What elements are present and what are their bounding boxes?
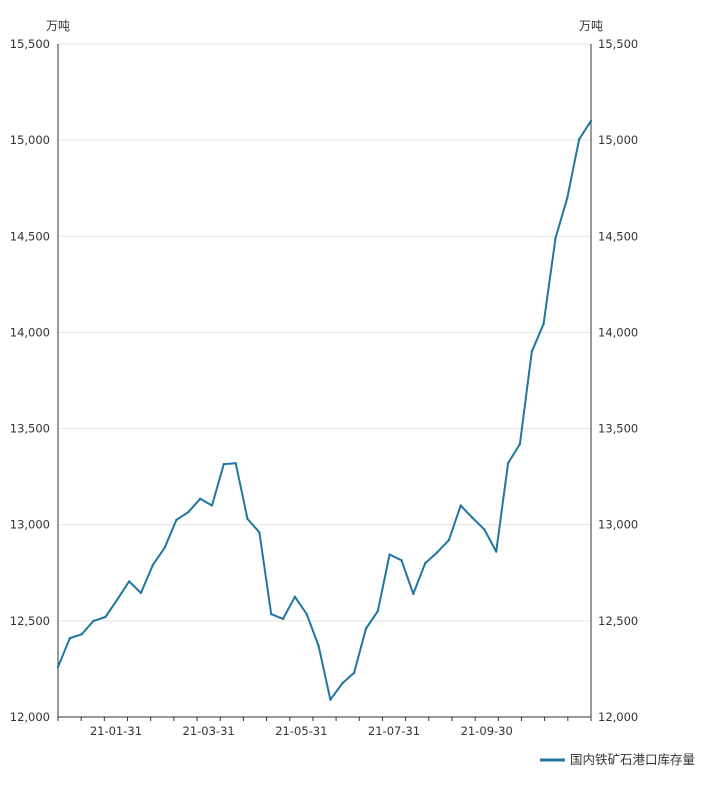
x-tick-label: 21-05-31 (275, 724, 327, 738)
y-tick-label-left: 14,000 (10, 325, 50, 339)
x-tick-label: 21-07-31 (368, 724, 420, 738)
data-point (293, 595, 297, 599)
data-point (151, 563, 154, 567)
data-point (329, 698, 332, 701)
data-point (68, 636, 72, 640)
data-point (210, 504, 214, 507)
y-tick-label-left: 13,500 (10, 422, 50, 436)
data-point (139, 591, 143, 595)
data-point (198, 497, 202, 500)
x-tick-label: 21-03-31 (183, 724, 235, 738)
data-point (116, 598, 119, 601)
y-axis-left-ticks: 12,000 12,500 13,000 13,500 14,000 14,500 15,0… (10, 37, 50, 724)
y-tick-label-right: 12,500 (598, 614, 638, 628)
data-point (364, 627, 368, 630)
data-point (459, 504, 462, 507)
data-point (175, 518, 178, 522)
y-tick-label-right: 13,500 (598, 422, 638, 436)
y-tick-label-left: 12,000 (10, 710, 50, 724)
y-tick-label-right: 14,000 (598, 325, 638, 339)
data-point (352, 671, 356, 674)
data-point (222, 462, 226, 466)
data-point (246, 517, 249, 521)
y-axis-right-unit: 万吨 (579, 19, 603, 33)
x-axis-ticks: 21-01-31 21-03-31 21-05-31 21-07-31 21-09-30 (57, 717, 592, 738)
y-tick-label-right: 14,500 (598, 229, 638, 243)
data-point (566, 196, 569, 200)
data-point (127, 580, 131, 583)
y-tick-label-left: 15,500 (10, 37, 50, 51)
y-tick-label-right: 12,000 (598, 710, 638, 724)
data-point (423, 561, 427, 565)
legend-label: 国内铁矿石港口库存量 (570, 752, 695, 767)
data-point (187, 511, 190, 514)
data-point (400, 559, 403, 562)
data-point (483, 528, 486, 531)
data-point (376, 610, 379, 613)
y-axis-right-ticks: 12,000 12,500 13,000 13,500 14,000 14,500 15,0… (598, 37, 638, 724)
y-tick-label-right: 13,000 (598, 518, 638, 532)
x-tick-label: 21-09-30 (461, 724, 513, 738)
data-point (518, 442, 522, 446)
legend[interactable]: 国内铁矿石港口库存量 (540, 752, 695, 767)
y-tick-label-left: 12,500 (10, 614, 50, 628)
data-point (435, 551, 439, 554)
data-point (281, 617, 285, 621)
data-point (104, 615, 107, 619)
data-point (305, 612, 308, 616)
data-point (506, 461, 510, 465)
data-point (542, 322, 545, 325)
data-point (388, 553, 391, 556)
grid-lines (58, 43, 591, 718)
y-tick-label-left: 13,000 (10, 518, 50, 532)
y-tick-label-left: 15,000 (10, 133, 50, 147)
y-tick-label-right: 15,500 (598, 37, 638, 51)
y-tick-label-right: 15,000 (598, 133, 638, 147)
data-point (317, 644, 320, 648)
data-point (92, 619, 95, 623)
data-point (258, 531, 261, 534)
data-point (471, 516, 474, 520)
data-point (495, 550, 498, 553)
series-line (57, 120, 592, 701)
data-point (589, 119, 593, 123)
y-axis-left-unit: 万吨 (46, 19, 70, 33)
data-point (163, 546, 166, 549)
data-point (56, 665, 60, 669)
series-group (56, 119, 593, 701)
axes (57, 44, 592, 718)
data-point (341, 682, 344, 685)
x-tick-label: 21-01-31 (90, 724, 142, 738)
data-point (270, 612, 273, 616)
data-point (447, 538, 451, 542)
y-tick-label-left: 14,500 (10, 229, 50, 243)
data-point (554, 237, 557, 240)
data-point (80, 633, 83, 636)
data-point (412, 592, 415, 596)
data-point (530, 350, 533, 353)
data-point (577, 137, 581, 141)
data-point (234, 461, 237, 465)
